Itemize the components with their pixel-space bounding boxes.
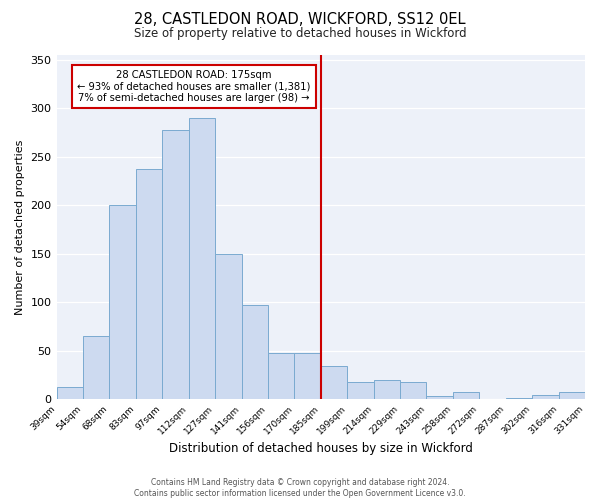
Bar xyxy=(188,118,215,400)
Bar xyxy=(268,353,295,400)
Bar xyxy=(453,392,479,400)
Bar xyxy=(347,382,374,400)
Bar xyxy=(109,206,136,400)
Bar xyxy=(374,380,400,400)
Bar xyxy=(162,130,188,400)
Text: Contains HM Land Registry data © Crown copyright and database right 2024.
Contai: Contains HM Land Registry data © Crown c… xyxy=(134,478,466,498)
Bar xyxy=(295,353,321,400)
Bar xyxy=(400,382,427,400)
Bar xyxy=(532,394,559,400)
Text: 28, CASTLEDON ROAD, WICKFORD, SS12 0EL: 28, CASTLEDON ROAD, WICKFORD, SS12 0EL xyxy=(134,12,466,28)
Bar xyxy=(242,306,268,400)
Bar xyxy=(427,396,453,400)
Bar xyxy=(559,392,585,400)
Bar xyxy=(83,336,109,400)
Text: Size of property relative to detached houses in Wickford: Size of property relative to detached ho… xyxy=(134,28,466,40)
Bar xyxy=(321,366,347,400)
Text: 28 CASTLEDON ROAD: 175sqm
← 93% of detached houses are smaller (1,381)
7% of sem: 28 CASTLEDON ROAD: 175sqm ← 93% of detac… xyxy=(77,70,311,103)
Bar xyxy=(136,168,162,400)
Y-axis label: Number of detached properties: Number of detached properties xyxy=(15,140,25,315)
Bar xyxy=(506,398,532,400)
Bar xyxy=(215,254,242,400)
X-axis label: Distribution of detached houses by size in Wickford: Distribution of detached houses by size … xyxy=(169,442,473,455)
Bar xyxy=(56,387,83,400)
